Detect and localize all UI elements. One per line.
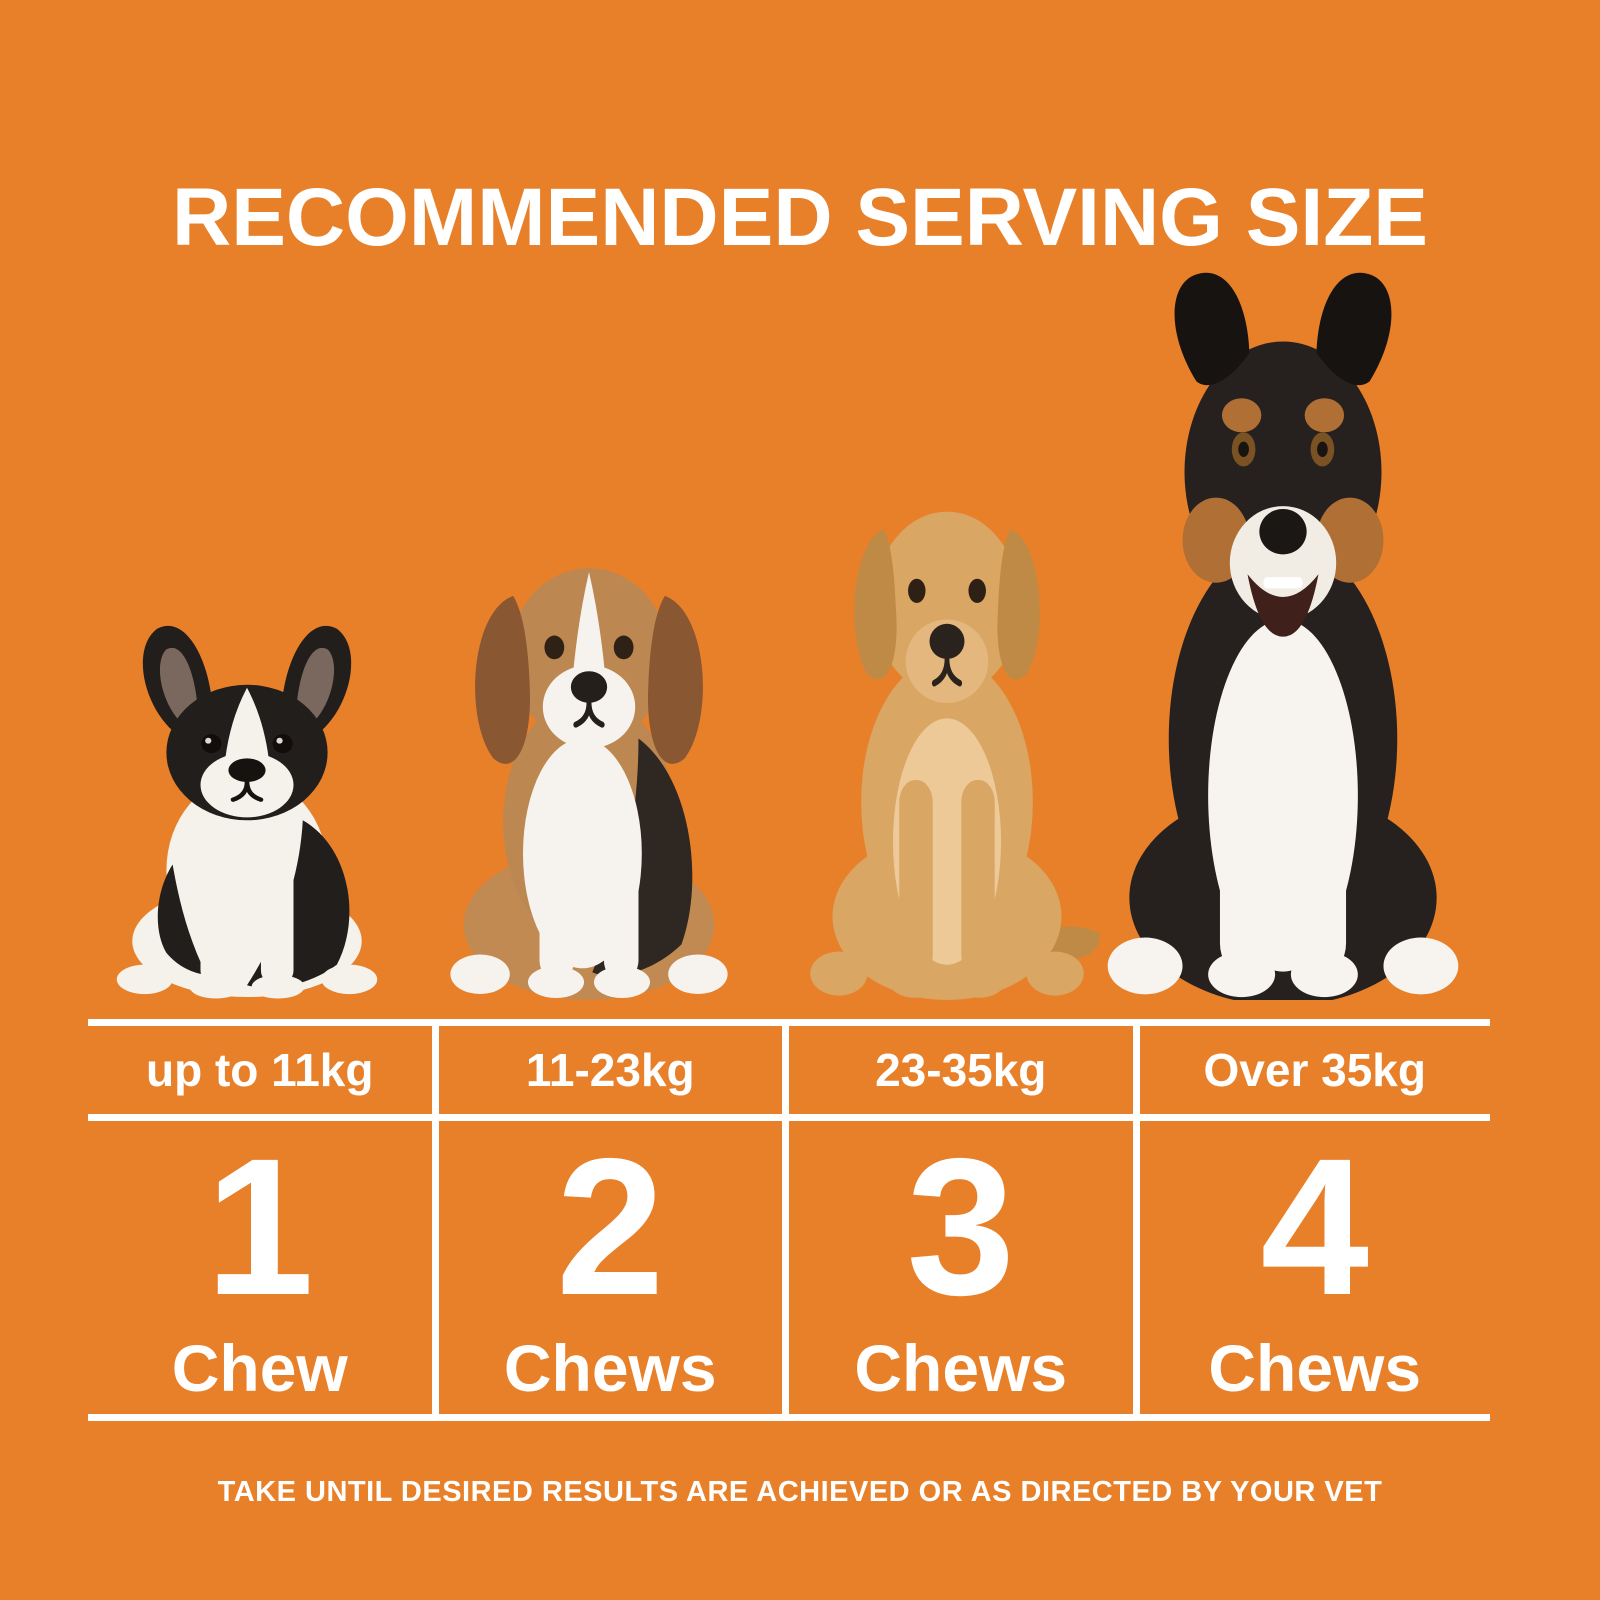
weight-label-large: 23-35kg <box>789 1026 1140 1121</box>
golden-mouth <box>931 655 963 687</box>
frenchie-mouth <box>230 779 264 802</box>
golden-front-leg-right <box>961 780 995 978</box>
weight-label-medium: 11-23kg <box>438 1026 789 1121</box>
beagle-eye-right <box>613 635 634 660</box>
aussie-front-paw-right <box>1290 951 1358 998</box>
footer-note: TAKE UNTIL DESIRED RESULTS ARE ACHIEVED … <box>217 1476 1383 1508</box>
beagle-blaze <box>572 572 606 688</box>
golden-front-leg-left <box>899 780 933 978</box>
beagle-front-paw-left <box>527 966 585 999</box>
aussie-nose <box>1259 508 1307 555</box>
serving-size-table: up to 11kg 11-23kg 23-35kg Over 35kg 1 C… <box>88 1019 1490 1421</box>
page-title: RECOMMENDED SERVING SIZE <box>172 171 1428 263</box>
aussie-eyebrow-left <box>1221 398 1262 433</box>
aussie-hind-paw-right <box>1383 937 1459 995</box>
frenchie-eye-right <box>272 734 293 754</box>
frenchie-front-leg-left <box>200 852 234 986</box>
frenchie-front-leg-right <box>260 852 294 986</box>
golden-eye-right <box>968 578 986 603</box>
dog-beagle <box>424 485 754 1000</box>
beagle-nose <box>570 671 608 703</box>
french-bulldog-puppy-icon <box>116 625 378 999</box>
beagle-front-leg-right <box>603 805 639 981</box>
frenchie-flank-patch <box>157 864 207 975</box>
aussie-teeth <box>1263 577 1303 589</box>
chew-unit-xlarge: Chews <box>1208 1331 1422 1405</box>
beagle-front-paw-right <box>593 966 651 999</box>
golden-ear-left <box>854 529 897 680</box>
chew-count-small: 1 <box>205 1118 314 1336</box>
serving-cell-medium: 2 Chews <box>439 1118 789 1414</box>
beagle-ear-right <box>647 595 703 764</box>
frenchie-ear-right-inner <box>296 647 335 721</box>
frenchie-eye-glint-left <box>205 737 212 744</box>
serving-cell-large: 3 Chews <box>789 1121 1140 1414</box>
chew-unit-small: Chew <box>171 1331 348 1405</box>
aussie-eyebrow-right <box>1304 398 1345 433</box>
weight-label-xlarge: Over 35kg <box>1139 1026 1490 1121</box>
frenchie-nose <box>228 758 266 782</box>
serving-cell-small: 1 Chew <box>88 1121 439 1414</box>
beagle-icon <box>450 568 728 1000</box>
aussie-pupil-left <box>1238 441 1249 458</box>
weight-label-small: up to 11kg <box>88 1026 439 1121</box>
golden-front-paw-left <box>888 962 943 998</box>
frenchie-hind-paw-right <box>321 964 378 995</box>
beagle-hind-paw-right <box>668 954 728 995</box>
chew-count-medium: 2 <box>556 1118 665 1336</box>
beagle-ear-left <box>475 595 531 764</box>
frenchie-front-paw-right <box>251 974 305 999</box>
aussie-ear-right <box>1316 272 1392 386</box>
beagle-mouth <box>573 699 605 728</box>
golden-hind-paw-right <box>1026 951 1084 996</box>
golden-front-paw-right <box>951 962 1006 998</box>
frenchie-eye-left <box>201 734 222 754</box>
chew-count-xlarge: 4 <box>1260 1118 1369 1336</box>
golden-eye-left <box>908 578 926 603</box>
aussie-front-leg-right <box>1302 716 1347 972</box>
frenchie-eye-glint-right <box>276 737 283 744</box>
australian-shepherd-icon <box>1107 272 1459 1000</box>
dog-french-bulldog <box>92 617 402 1000</box>
beagle-eye-left <box>544 635 565 660</box>
aussie-open-mouth <box>1247 574 1319 637</box>
beagle-front-leg-left <box>539 805 575 981</box>
dog-australian-shepherd <box>1086 262 1480 1000</box>
chew-count-large: 3 <box>906 1118 1015 1336</box>
aussie-pupil-right <box>1317 441 1328 458</box>
serving-cell-xlarge: 4 Chews <box>1140 1121 1491 1414</box>
aussie-ear-left <box>1174 272 1250 386</box>
golden-hind-paw-left <box>810 951 868 996</box>
dog-golden-retriever <box>788 428 1106 1000</box>
chew-unit-medium: Chews <box>503 1331 717 1405</box>
frenchie-front-paw-left <box>189 974 243 999</box>
golden-ear-right <box>997 529 1040 680</box>
beagle-hind-paw-left <box>450 954 510 995</box>
aussie-front-paw-left <box>1208 951 1276 998</box>
chew-unit-large: Chews <box>854 1331 1068 1405</box>
frenchie-ear-left-inner <box>159 647 198 721</box>
golden-nose <box>929 623 965 659</box>
aussie-front-leg-left <box>1219 716 1264 972</box>
frenchie-hind-paw-left <box>116 964 173 995</box>
aussie-hind-paw-left <box>1107 937 1183 995</box>
golden-retriever-icon <box>810 511 1100 1000</box>
frenchie-blaze <box>225 687 269 766</box>
